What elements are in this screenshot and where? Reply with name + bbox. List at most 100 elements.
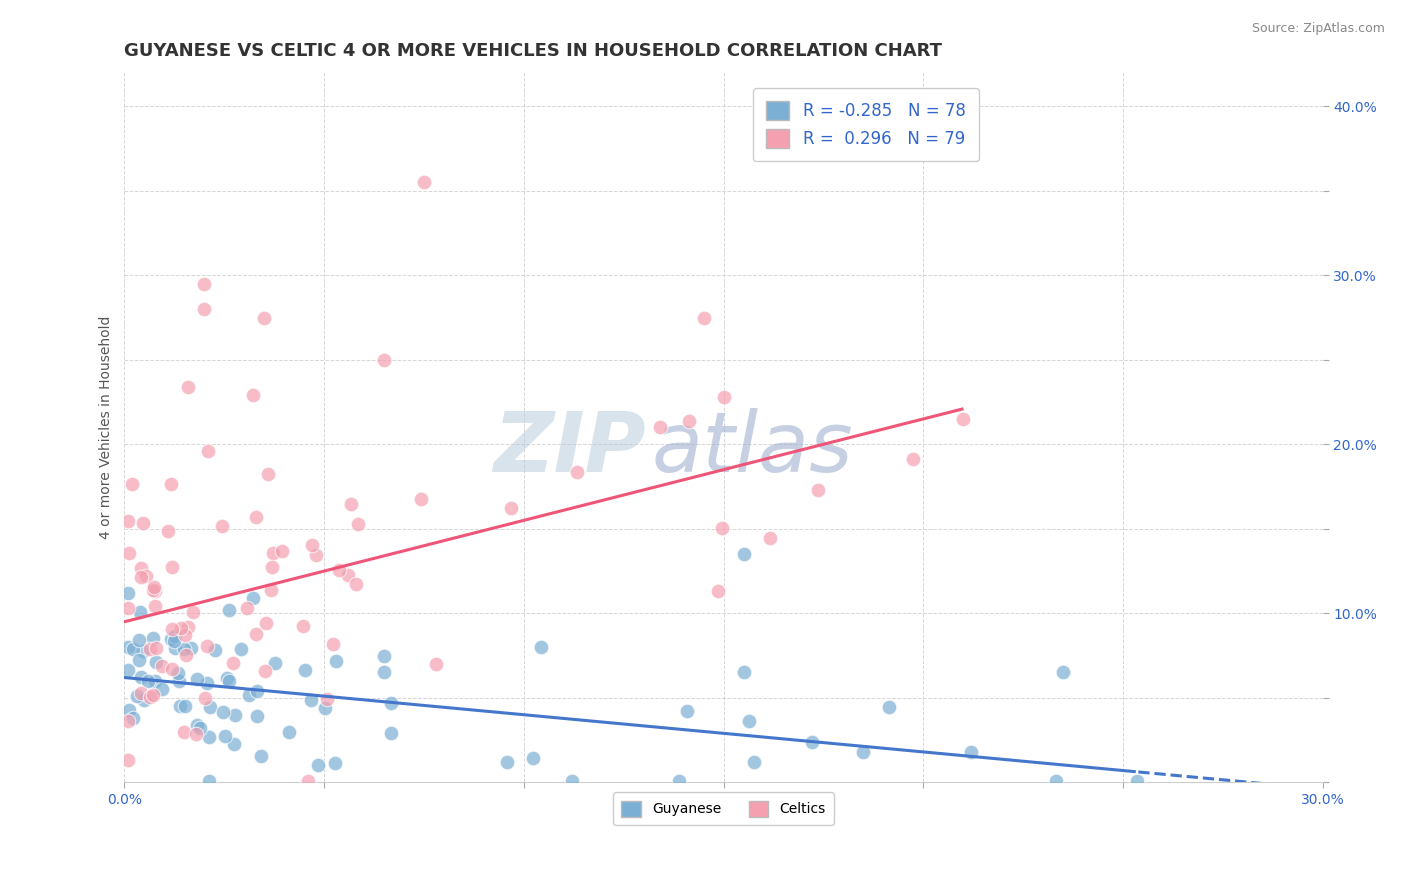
Point xyxy=(711,521,734,535)
Point xyxy=(198,773,221,788)
Point xyxy=(121,477,143,491)
Point xyxy=(198,730,221,744)
Point xyxy=(177,620,200,634)
Point xyxy=(212,705,235,719)
Point xyxy=(145,640,167,655)
Point xyxy=(193,277,215,291)
Point xyxy=(336,568,359,582)
Point xyxy=(253,310,276,325)
Point xyxy=(193,301,215,316)
Point xyxy=(1045,773,1067,788)
Point xyxy=(692,310,714,325)
Point xyxy=(188,721,211,735)
Point xyxy=(169,699,191,714)
Point xyxy=(380,697,402,711)
Point xyxy=(211,518,233,533)
Point xyxy=(742,755,765,769)
Point xyxy=(143,673,166,688)
Point xyxy=(264,657,287,671)
Point xyxy=(246,709,269,723)
Point xyxy=(181,605,204,619)
Point xyxy=(380,726,402,740)
Point xyxy=(186,673,208,687)
Point xyxy=(129,686,152,700)
Point xyxy=(271,543,294,558)
Point xyxy=(291,619,314,633)
Point xyxy=(758,531,780,545)
Point xyxy=(142,688,165,702)
Point xyxy=(129,570,152,584)
Point xyxy=(167,666,190,681)
Point xyxy=(221,656,243,670)
Point xyxy=(142,631,165,645)
Point xyxy=(117,546,139,560)
Point xyxy=(801,735,824,749)
Point xyxy=(373,352,395,367)
Text: Source: ZipAtlas.com: Source: ZipAtlas.com xyxy=(1251,22,1385,36)
Point xyxy=(139,641,162,656)
Point xyxy=(117,586,139,600)
Point xyxy=(297,773,319,788)
Point xyxy=(150,659,173,673)
Point xyxy=(561,773,583,788)
Point xyxy=(159,632,181,647)
Point xyxy=(344,576,367,591)
Point xyxy=(128,633,150,648)
Point xyxy=(260,582,283,597)
Point xyxy=(373,649,395,664)
Point xyxy=(162,633,184,648)
Text: GUYANESE VS CELTIC 4 OR MORE VEHICLES IN HOUSEHOLD CORRELATION CHART: GUYANESE VS CELTIC 4 OR MORE VEHICLES IN… xyxy=(125,42,942,60)
Point xyxy=(322,637,344,651)
Point xyxy=(173,724,195,739)
Point xyxy=(413,175,436,189)
Point xyxy=(676,704,699,718)
Point xyxy=(260,559,283,574)
Point xyxy=(167,674,190,689)
Point xyxy=(952,412,974,426)
Point xyxy=(129,561,152,575)
Point xyxy=(163,640,186,655)
Text: ZIP: ZIP xyxy=(494,409,645,489)
Point xyxy=(299,693,322,707)
Point xyxy=(129,670,152,684)
Point xyxy=(129,605,152,619)
Point xyxy=(142,580,165,594)
Point xyxy=(143,599,166,614)
Point xyxy=(138,674,160,689)
Point xyxy=(901,452,924,467)
Text: atlas: atlas xyxy=(651,409,853,489)
Point xyxy=(159,477,181,491)
Point xyxy=(186,717,208,731)
Point xyxy=(238,688,260,702)
Point xyxy=(117,714,139,728)
Point xyxy=(307,758,329,772)
Point xyxy=(174,628,197,642)
Point xyxy=(132,516,155,530)
Point xyxy=(668,773,690,788)
Legend: Guyanese, Celtics: Guyanese, Celtics xyxy=(613,792,834,825)
Point xyxy=(163,629,186,643)
Point xyxy=(174,698,197,713)
Point xyxy=(117,663,139,677)
Point xyxy=(177,380,200,394)
Point xyxy=(197,443,219,458)
Point xyxy=(184,727,207,741)
Point xyxy=(162,622,184,636)
Point xyxy=(346,516,368,531)
Point xyxy=(409,491,432,506)
Point xyxy=(713,391,735,405)
Point xyxy=(245,626,267,640)
Point xyxy=(145,655,167,669)
Point xyxy=(245,510,267,524)
Point xyxy=(807,483,830,498)
Point xyxy=(294,663,316,677)
Point xyxy=(157,524,180,539)
Point xyxy=(218,673,240,688)
Point xyxy=(315,692,337,706)
Point xyxy=(160,662,183,676)
Point xyxy=(217,671,239,685)
Point xyxy=(246,684,269,698)
Point xyxy=(117,753,139,767)
Point xyxy=(235,601,257,615)
Point xyxy=(195,639,218,653)
